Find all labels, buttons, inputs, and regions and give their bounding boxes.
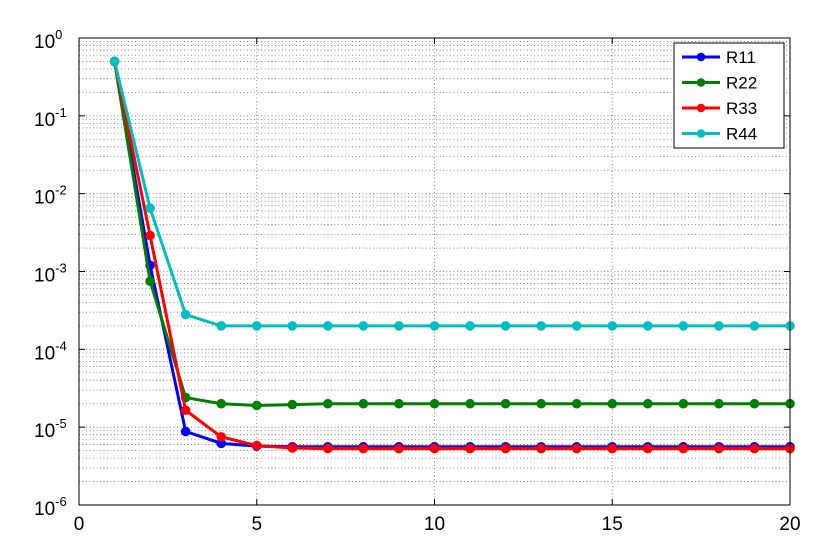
data-point-R33 — [643, 443, 653, 454]
y-tick-label: 10-6 — [34, 494, 67, 520]
data-point-R33 — [465, 443, 475, 454]
data-point-R33 — [500, 443, 511, 454]
data-point-R22 — [607, 398, 618, 409]
data-point-R22 — [323, 398, 333, 409]
data-point-R33 — [145, 230, 155, 241]
y-tick-label: 100 — [34, 27, 62, 53]
legend-item-R44: R44 — [682, 125, 757, 144]
y-tick-label: 10-2 — [34, 183, 67, 209]
series-line-R44 — [113, 61, 790, 328]
data-point-R22 — [500, 398, 511, 409]
legend-item-R33: R33 — [682, 99, 757, 118]
data-point-R22 — [251, 400, 262, 411]
legend: R11 R22 R33 R44 — [673, 42, 785, 149]
data-point-R33 — [287, 443, 298, 453]
legend-item-R22: R22 — [682, 74, 757, 93]
series-line-R11 — [113, 61, 790, 449]
data-point-R22 — [643, 398, 653, 409]
data-point-R22 — [358, 398, 369, 409]
axis-ticks: 0 5 10 15 20 10-6 10-5 10-4 10-3 10-2 10-1 100 — [34, 27, 801, 535]
x-tick-label: 15 — [602, 514, 623, 535]
data-point-R33 — [251, 440, 262, 451]
legend-swatch-marker — [696, 129, 706, 138]
y-tick-label: 10-4 — [34, 338, 67, 364]
data-point-R44 — [536, 321, 546, 331]
data-point-R33 — [714, 443, 724, 454]
data-point-R44 — [323, 321, 333, 331]
legend-box — [673, 42, 785, 149]
data-point-R44 — [714, 321, 724, 331]
x-tick-label: 5 — [251, 514, 262, 535]
data-point-R33 — [678, 443, 689, 454]
legend-item-R11: R11 — [682, 48, 756, 67]
data-point-R44 — [607, 321, 618, 331]
data-point-R22 — [536, 398, 546, 409]
legend-label: R44 — [726, 125, 757, 144]
y-tick-label: 10-5 — [34, 416, 67, 442]
data-point-R33 — [180, 405, 191, 416]
series-line-R22 — [113, 61, 790, 407]
legend-swatch-marker — [696, 52, 706, 62]
data-point-R44 — [643, 321, 653, 331]
legend-swatch-marker — [696, 103, 706, 113]
series-R44 — [109, 56, 795, 331]
legend-label: R11 — [726, 48, 756, 67]
data-point-R33 — [607, 443, 618, 454]
series-R22 — [109, 56, 795, 411]
data-point-R44 — [678, 321, 689, 331]
data-point-R44 — [465, 321, 475, 331]
data-point-R33 — [429, 443, 440, 454]
data-point-R33 — [394, 443, 404, 454]
data-point-R44 — [571, 321, 582, 331]
data-point-R22 — [216, 398, 226, 409]
y-tick-label: 10-3 — [34, 261, 67, 287]
data-point-R22 — [287, 399, 298, 410]
data-point-R22 — [749, 398, 760, 409]
y-tick-label: 10-1 — [34, 105, 67, 131]
data-point-R44 — [216, 321, 226, 331]
data-point-R44 — [109, 56, 120, 67]
series-R33 — [109, 56, 795, 454]
data-point-R44 — [500, 321, 511, 331]
data-point-R44 — [287, 321, 298, 331]
data-point-R22 — [394, 398, 404, 409]
data-point-R33 — [749, 443, 760, 454]
data-point-R33 — [358, 443, 369, 454]
data-point-R22 — [145, 276, 155, 287]
data-point-R44 — [145, 203, 155, 214]
data-point-R22 — [429, 398, 440, 409]
data-point-R44 — [394, 321, 404, 331]
series-line-R33 — [113, 61, 790, 451]
data-point-R33 — [216, 432, 226, 442]
data-point-R33 — [536, 443, 546, 454]
data-point-R33 — [571, 443, 582, 454]
data-point-R22 — [465, 398, 475, 409]
data-point-R44 — [429, 321, 440, 331]
data-point-R22 — [714, 398, 724, 409]
data-point-R44 — [749, 321, 760, 331]
data-point-R44 — [251, 321, 262, 331]
x-tick-label: 20 — [779, 514, 800, 535]
x-tick-label: 10 — [424, 514, 445, 535]
legend-swatch-marker — [696, 78, 706, 87]
data-point-R44 — [180, 309, 191, 320]
series-layer — [109, 56, 795, 454]
data-point-R44 — [358, 321, 369, 331]
data-point-R22 — [678, 398, 689, 409]
legend-label: R22 — [726, 74, 757, 93]
data-point-R22 — [571, 398, 582, 409]
x-tick-label: 0 — [74, 514, 85, 535]
legend-label: R33 — [726, 99, 757, 118]
data-point-R33 — [323, 443, 333, 454]
data-point-R11 — [180, 426, 191, 437]
